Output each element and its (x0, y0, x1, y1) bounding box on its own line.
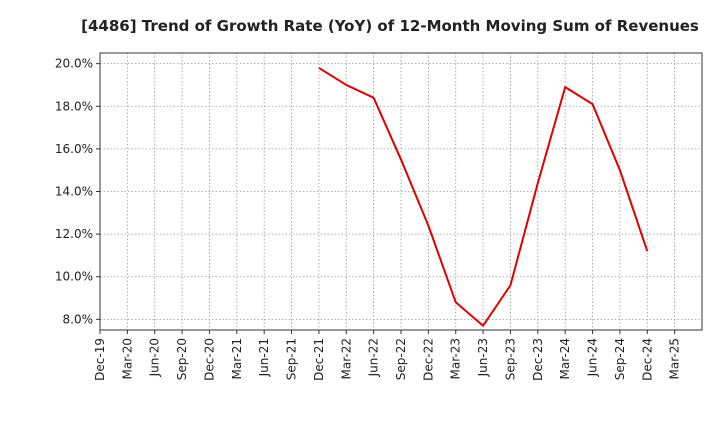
y-tick-label: 12.0% (55, 227, 93, 241)
y-tick-label: 8.0% (63, 312, 94, 326)
x-tick-label: Mar-24 (558, 338, 572, 379)
x-tick-label: Sep-24 (613, 338, 627, 380)
x-tick-label: Jun-20 (148, 338, 162, 377)
y-tick-label: 18.0% (55, 99, 93, 113)
x-tick-label: Dec-24 (640, 338, 654, 381)
x-tick-label: Jun-22 (367, 338, 381, 377)
chart-title: [4486] Trend of Growth Rate (YoY) of 12-… (81, 17, 699, 35)
series-layer (318, 67, 649, 327)
x-tick-label: Sep-20 (175, 338, 189, 380)
x-tick-label: Sep-22 (394, 338, 408, 380)
y-axis-ticks: 8.0% 10.0% 12.0% 14.0% 16.0% 18.0% 20.0% (55, 57, 100, 326)
x-tick-label: Dec-23 (531, 338, 545, 381)
x-tick-label: Mar-22 (339, 338, 353, 379)
x-tick-label: Mar-25 (668, 338, 682, 379)
x-tick-label: Jun-21 (257, 338, 271, 377)
gridlines (100, 53, 702, 330)
y-tick-label: 20.0% (55, 57, 93, 71)
x-tick-label: Mar-23 (449, 338, 463, 379)
x-axis-ticks: Dec-19 Mar-20 Jun-20 Sep-20 Dec-20 Mar-21 Jun-… (93, 330, 682, 381)
y-tick-label: 10.0% (55, 270, 93, 284)
x-tick-label: Mar-21 (230, 338, 244, 379)
x-tick-label: Sep-21 (285, 338, 299, 380)
x-tick-label: Dec-21 (312, 338, 326, 381)
x-tick-label: Sep-23 (503, 338, 517, 380)
x-tick-label: Dec-22 (421, 338, 435, 381)
y-tick-label: 16.0% (55, 142, 93, 156)
x-tick-label: Mar-20 (120, 338, 134, 379)
plot-area-frame (99, 52, 703, 331)
x-tick-label: Jun-23 (476, 338, 490, 377)
x-tick-label: Dec-19 (93, 338, 107, 381)
y-tick-label: 14.0% (55, 185, 93, 199)
x-tick-label: Jun-24 (586, 338, 600, 377)
x-tick-label: Dec-20 (202, 338, 216, 381)
